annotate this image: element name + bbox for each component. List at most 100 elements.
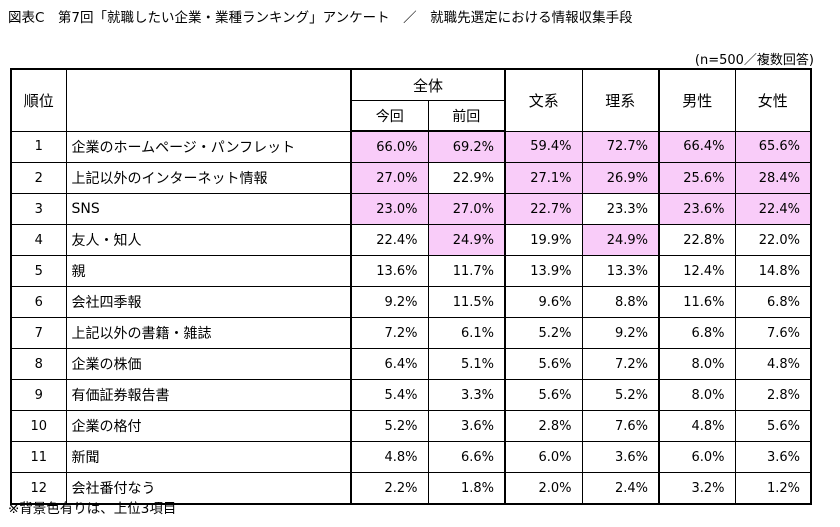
value-female: 6.8% bbox=[734, 286, 812, 318]
value-science: 23.3% bbox=[581, 193, 660, 225]
value-female: 3.6% bbox=[734, 441, 812, 473]
value-male: 6.0% bbox=[658, 441, 736, 473]
value-current: 5.4% bbox=[350, 379, 429, 411]
header-rank: 順位 bbox=[10, 68, 67, 132]
value-male: 6.8% bbox=[658, 317, 736, 349]
table-row: 10 企業の格付 5.2% 3.6% 2.8% 7.6% 4.8% 5.6% bbox=[10, 410, 812, 442]
value-humanities: 59.4% bbox=[504, 130, 583, 163]
value-female: 5.6% bbox=[734, 410, 812, 442]
value-female: 4.8% bbox=[734, 348, 812, 380]
value-current: 9.2% bbox=[350, 286, 429, 318]
value-humanities: 2.8% bbox=[504, 410, 583, 442]
value-humanities: 5.6% bbox=[504, 348, 583, 380]
value-female: 14.8% bbox=[734, 255, 812, 287]
item-label: 上記以外の書籍・雑誌 bbox=[65, 317, 352, 349]
value-current: 22.4% bbox=[350, 224, 429, 256]
rank-cell: 2 bbox=[10, 162, 67, 194]
value-female: 7.6% bbox=[734, 317, 812, 349]
value-humanities: 13.9% bbox=[504, 255, 583, 287]
value-science: 8.8% bbox=[581, 286, 660, 318]
header-item bbox=[65, 68, 352, 132]
value-humanities: 22.7% bbox=[504, 193, 583, 225]
value-female: 1.2% bbox=[734, 472, 812, 505]
table-row: 9 有価証券報告書 5.4% 3.3% 5.6% 5.2% 8.0% 2.8% bbox=[10, 379, 812, 411]
rank-cell: 5 bbox=[10, 255, 67, 287]
value-current: 23.0% bbox=[350, 193, 429, 225]
value-previous: 6.6% bbox=[427, 441, 506, 473]
rank-cell: 9 bbox=[10, 379, 67, 411]
value-previous: 27.0% bbox=[427, 193, 506, 225]
value-female: 28.4% bbox=[734, 162, 812, 194]
value-female: 22.0% bbox=[734, 224, 812, 256]
header-previous: 前回 bbox=[427, 100, 506, 132]
value-science: 9.2% bbox=[581, 317, 660, 349]
value-male: 22.8% bbox=[658, 224, 736, 256]
value-current: 7.2% bbox=[350, 317, 429, 349]
value-male: 11.6% bbox=[658, 286, 736, 318]
value-science: 5.2% bbox=[581, 379, 660, 411]
value-male: 3.2% bbox=[658, 472, 736, 505]
value-science: 13.3% bbox=[581, 255, 660, 287]
table-row: 4 友人・知人 22.4% 24.9% 19.9% 24.9% 22.8% 22.0% bbox=[10, 224, 812, 256]
rank-cell: 12 bbox=[10, 472, 67, 505]
value-current: 5.2% bbox=[350, 410, 429, 442]
value-female: 2.8% bbox=[734, 379, 812, 411]
rank-cell: 4 bbox=[10, 224, 67, 256]
item-label: 上記以外のインターネット情報 bbox=[65, 162, 352, 194]
value-current: 66.0% bbox=[350, 130, 429, 163]
header-male: 男性 bbox=[658, 68, 736, 132]
value-humanities: 5.2% bbox=[504, 317, 583, 349]
value-previous: 3.6% bbox=[427, 410, 506, 442]
value-previous: 1.8% bbox=[427, 472, 506, 505]
value-humanities: 6.0% bbox=[504, 441, 583, 473]
header-current: 今回 bbox=[350, 100, 429, 132]
sample-note: (n=500／複数回答) bbox=[694, 53, 814, 68]
value-male: 23.6% bbox=[658, 193, 736, 225]
rank-cell: 7 bbox=[10, 317, 67, 349]
rank-cell: 8 bbox=[10, 348, 67, 380]
item-label: 会社番付なう bbox=[65, 472, 352, 505]
table-row: 6 会社四季報 9.2% 11.5% 9.6% 8.8% 11.6% 6.8% bbox=[10, 286, 812, 318]
value-science: 26.9% bbox=[581, 162, 660, 194]
item-label: 企業の株価 bbox=[65, 348, 352, 380]
value-male: 4.8% bbox=[658, 410, 736, 442]
value-science: 24.9% bbox=[581, 224, 660, 256]
value-science: 7.6% bbox=[581, 410, 660, 442]
value-humanities: 19.9% bbox=[504, 224, 583, 256]
item-label: 企業のホームページ・パンフレット bbox=[65, 130, 352, 163]
table-row: 8 企業の株価 6.4% 5.1% 5.6% 7.2% 8.0% 4.8% bbox=[10, 348, 812, 380]
value-female: 65.6% bbox=[734, 130, 812, 163]
value-female: 22.4% bbox=[734, 193, 812, 225]
header-female: 女性 bbox=[734, 68, 812, 132]
value-science: 72.7% bbox=[581, 130, 660, 163]
value-current: 2.2% bbox=[350, 472, 429, 505]
value-previous: 3.3% bbox=[427, 379, 506, 411]
value-current: 27.0% bbox=[350, 162, 429, 194]
item-label: 友人・知人 bbox=[65, 224, 352, 256]
value-previous: 24.9% bbox=[427, 224, 506, 256]
item-label: 親 bbox=[65, 255, 352, 287]
table-row: 3 SNS 23.0% 27.0% 22.7% 23.3% 23.6% 22.4% bbox=[10, 193, 812, 225]
item-label: SNS bbox=[65, 193, 352, 225]
value-current: 13.6% bbox=[350, 255, 429, 287]
table-row: 1 企業のホームページ・パンフレット 66.0% 69.2% 59.4% 72.7% 66.… bbox=[10, 130, 812, 163]
rank-cell: 3 bbox=[10, 193, 67, 225]
item-label: 新聞 bbox=[65, 441, 352, 473]
value-previous: 11.7% bbox=[427, 255, 506, 287]
rank-cell: 10 bbox=[10, 410, 67, 442]
value-previous: 22.9% bbox=[427, 162, 506, 194]
value-current: 4.8% bbox=[350, 441, 429, 473]
value-male: 66.4% bbox=[658, 130, 736, 163]
footnote: ※背景色有りは、上位3項目 bbox=[8, 501, 177, 517]
value-previous: 5.1% bbox=[427, 348, 506, 380]
table-row: 12 会社番付なう 2.2% 1.8% 2.0% 2.4% 3.2% 1.2% bbox=[10, 472, 812, 505]
value-previous: 6.1% bbox=[427, 317, 506, 349]
table-row: 7 上記以外の書籍・雑誌 7.2% 6.1% 5.2% 9.2% 6.8% 7.6% bbox=[10, 317, 812, 349]
rank-cell: 6 bbox=[10, 286, 67, 318]
item-label: 会社四季報 bbox=[65, 286, 352, 318]
item-label: 企業の格付 bbox=[65, 410, 352, 442]
value-humanities: 5.6% bbox=[504, 379, 583, 411]
header-humanities: 文系 bbox=[504, 68, 583, 132]
table-row: 11 新聞 4.8% 6.6% 6.0% 3.6% 6.0% 3.6% bbox=[10, 441, 812, 473]
value-humanities: 9.6% bbox=[504, 286, 583, 318]
